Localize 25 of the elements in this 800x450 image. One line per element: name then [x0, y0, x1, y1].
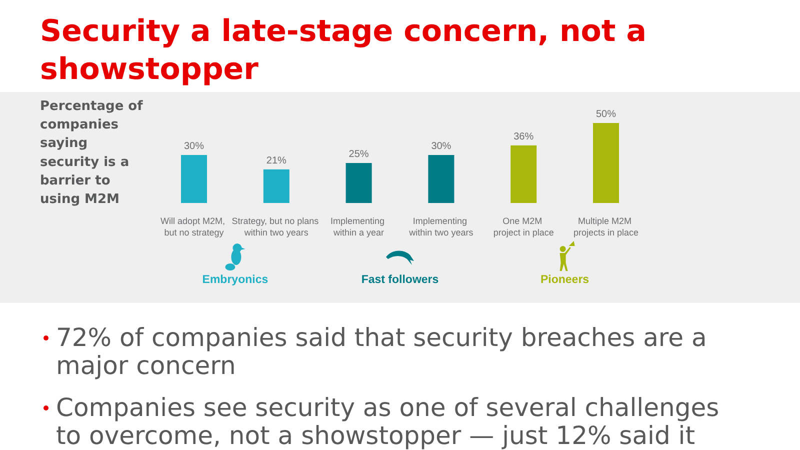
data-label: 25% [348, 149, 369, 160]
bar [593, 123, 619, 203]
text: 72% of companies said that security breaches are a major concern [56, 323, 715, 380]
text: Pioneers [540, 274, 590, 286]
text: Companies see security as one of several challenges to overcome, not a showstopper — just 12% said it [56, 393, 728, 450]
x-tick-label: Multiple M2M projects in place [573, 216, 639, 238]
text: Embryonics [202, 274, 268, 286]
data-label: 21% [266, 155, 287, 166]
bar [181, 155, 207, 203]
chart-title: Security a late-stage concern, not a showstopper [40, 14, 657, 87]
data-label: 30% [431, 141, 452, 152]
bar [428, 155, 454, 203]
y-axis-title: Percentage of companies saying security is a barrier to using M2M [40, 99, 148, 207]
data-label: 50% [596, 109, 616, 120]
x-tick-label: Implementing within a year [330, 216, 388, 238]
text: Fast followers [361, 274, 439, 286]
bar [346, 163, 372, 203]
data-label: 30% [184, 141, 204, 152]
x-tick-label: One M2M project in place [493, 216, 554, 238]
x-tick-label: Implementing within two years [408, 216, 474, 238]
x-tick-label: Will adopt M2M, but no strategy [160, 216, 228, 238]
x-tick-label: Strategy, but no plans within two years [232, 216, 322, 238]
bar [510, 145, 537, 203]
data-label: 36% [514, 131, 534, 142]
bar [263, 169, 290, 203]
